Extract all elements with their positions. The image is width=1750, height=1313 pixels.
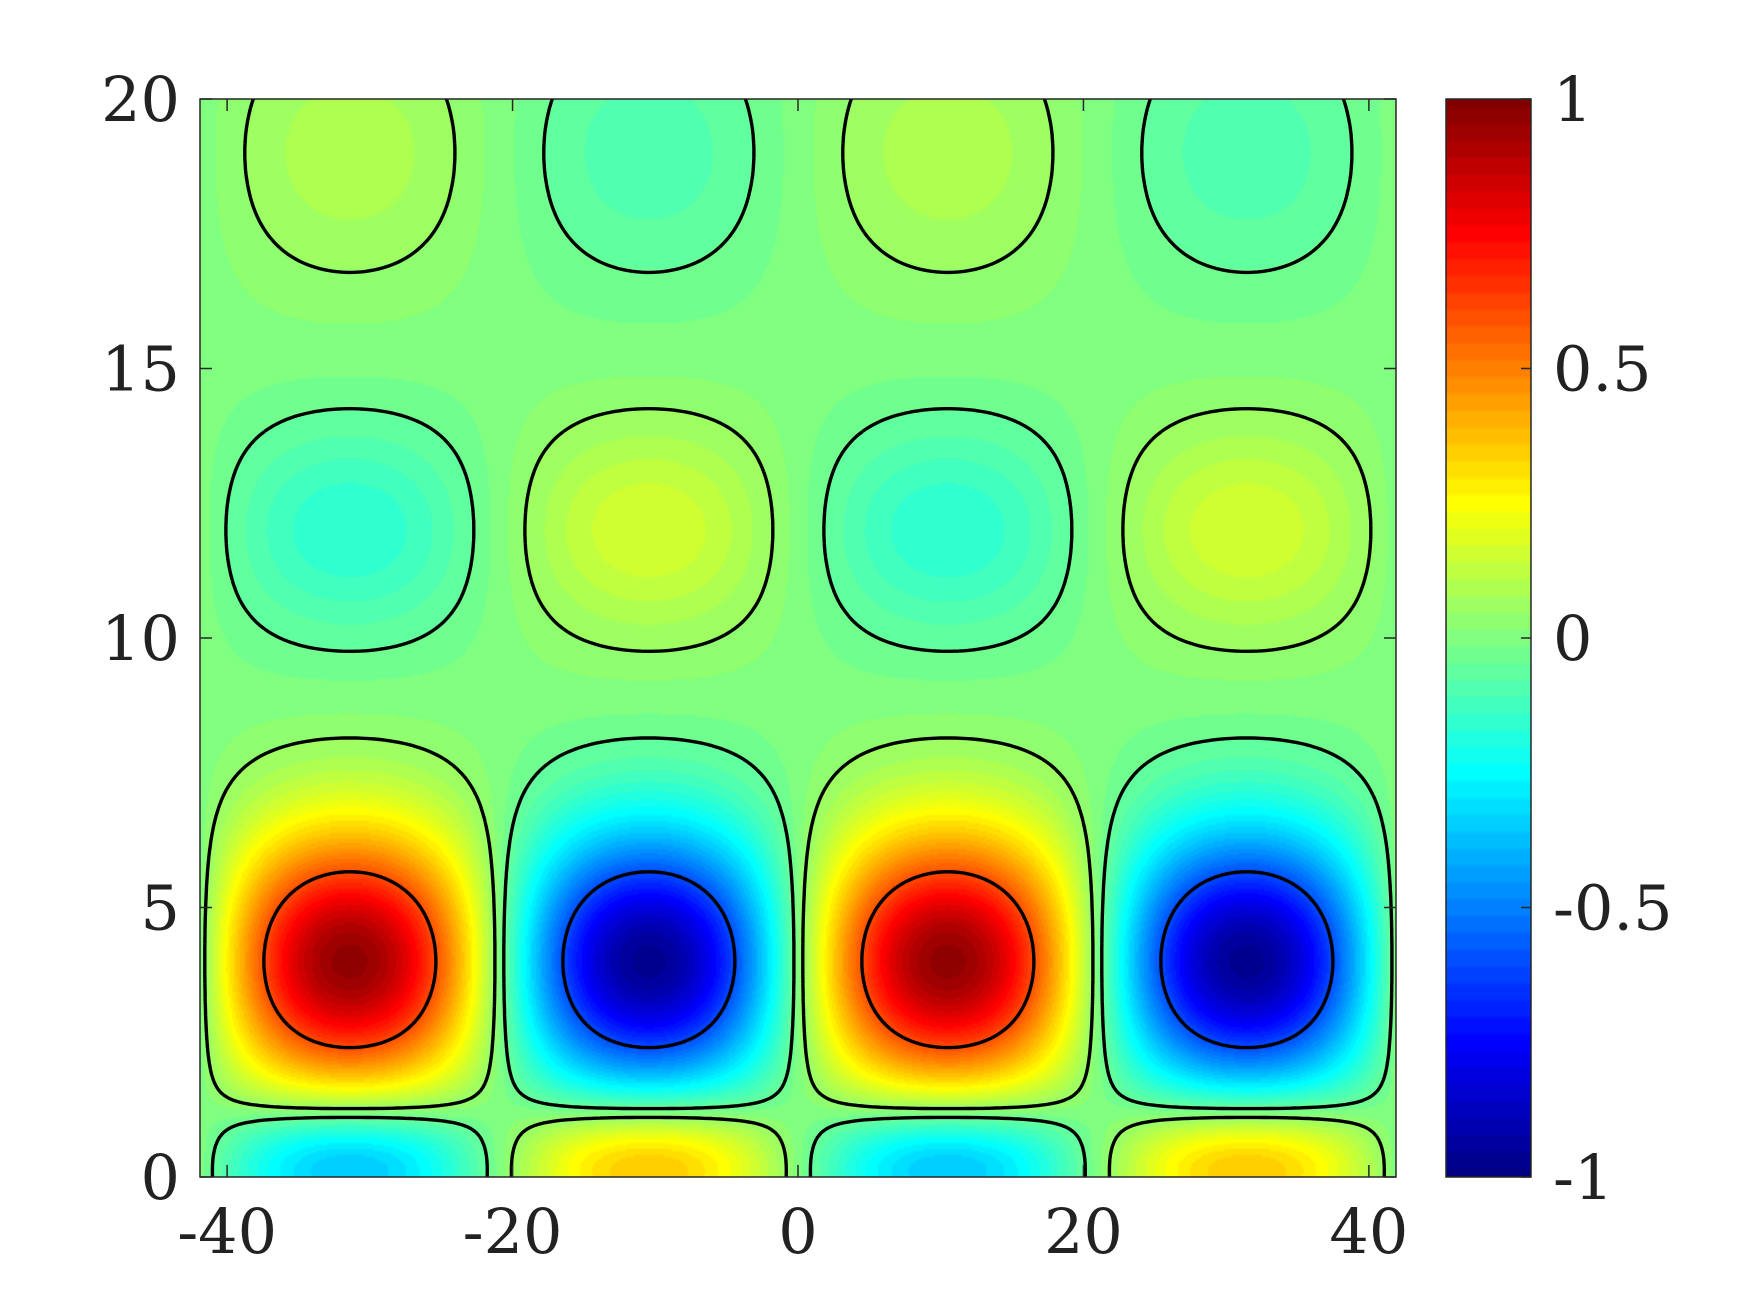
contour-positive-high bbox=[262, 870, 1036, 1050]
contour-lines bbox=[203, 98, 1394, 1178]
x-tick-label: 20 bbox=[1044, 1195, 1123, 1268]
x-tick-label: 40 bbox=[1329, 1195, 1408, 1268]
y-tick-label: 10 bbox=[101, 602, 180, 675]
colorbar-tick-label: -0.5 bbox=[1553, 872, 1673, 945]
colorbar-frame bbox=[1445, 98, 1532, 1178]
heatmap-field bbox=[200, 99, 1396, 1177]
colorbar-tick-label: 1 bbox=[1553, 63, 1592, 136]
x-tick-label: -40 bbox=[177, 1195, 277, 1268]
colorbar-ticks: -1 -0.5 0 0.5 1 bbox=[1521, 63, 1673, 1214]
y-tick-label: 20 bbox=[101, 63, 180, 136]
contour-negative-high bbox=[561, 870, 1335, 1050]
contour-negative-low bbox=[210, 98, 1394, 1178]
y-axis-ticks: 0 5 10 15 20 bbox=[101, 63, 1396, 1214]
x-tick-label: -20 bbox=[463, 1195, 563, 1268]
colorbar-tick-label: 0 bbox=[1553, 602, 1592, 675]
plot-frame bbox=[199, 98, 1397, 1178]
x-tick-label: 0 bbox=[778, 1195, 817, 1268]
y-tick-label: 5 bbox=[141, 872, 180, 945]
colorbar-gradient bbox=[1446, 99, 1531, 1177]
colorbar-tick-label: -1 bbox=[1553, 1141, 1613, 1214]
y-tick-label: 15 bbox=[101, 333, 180, 406]
colorbar-tick-label: 0.5 bbox=[1553, 333, 1652, 406]
y-tick-label: 0 bbox=[141, 1141, 180, 1214]
contour-positive-low bbox=[203, 98, 1386, 1178]
x-axis-ticks: -40 -20 0 20 40 bbox=[177, 99, 1408, 1268]
